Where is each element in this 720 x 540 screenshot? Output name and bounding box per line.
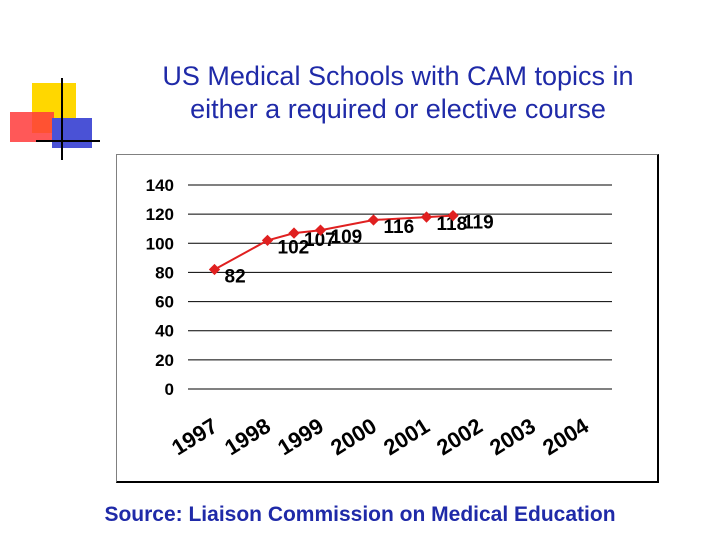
x-tick-label: 2003 [485, 413, 540, 460]
y-tick-label: 100 [146, 234, 174, 253]
x-tick-label: 2002 [432, 413, 487, 460]
data-label: 102 [278, 237, 310, 258]
data-point-marker [447, 209, 459, 222]
slide-title-line-1: US Medical Schools with CAM topics in [162, 61, 634, 91]
decor-blue-square [52, 118, 92, 148]
x-tick-label: 1999 [273, 413, 328, 460]
x-tick-label: 1998 [220, 413, 275, 460]
data-point-marker [261, 234, 274, 247]
data-label: 116 [384, 217, 415, 238]
y-tick-label: 60 [155, 293, 174, 312]
data-label: 107 [304, 230, 336, 251]
decor-vertical-line [61, 78, 63, 160]
line-chart: 0204060801001201401997199819992000200120… [146, 176, 612, 461]
data-point-marker [288, 227, 300, 239]
source-caption: Source: Liaison Commission on Medical Ed… [104, 503, 616, 526]
slide-title: US Medical Schools with CAM topics in ei… [118, 60, 678, 126]
y-tick-label: 40 [155, 322, 174, 341]
data-label: 118 [437, 214, 468, 235]
x-tick-label: 2001 [379, 413, 434, 460]
data-label: 119 [463, 213, 494, 234]
y-tick-label: 0 [165, 380, 174, 399]
data-point-marker [420, 211, 433, 223]
y-tick-label: 120 [146, 205, 174, 224]
x-tick-label: 1997 [167, 413, 222, 460]
y-tick-label: 80 [155, 263, 174, 282]
decor-red-rectangle [10, 112, 54, 142]
y-tick-label: 140 [146, 176, 174, 195]
data-point-marker [367, 214, 380, 226]
decor-horizontal-line [36, 140, 100, 142]
data-label: 82 [225, 267, 246, 288]
x-tick-label: 2004 [538, 413, 593, 461]
x-tick-label: 2000 [326, 413, 381, 460]
chart-frame [116, 154, 659, 483]
slide-title-line-2: either a required or elective course [190, 94, 606, 124]
data-point-marker [314, 224, 327, 236]
data-point-marker [208, 263, 221, 276]
data-label: 109 [331, 227, 363, 248]
y-tick-label: 20 [155, 351, 174, 370]
